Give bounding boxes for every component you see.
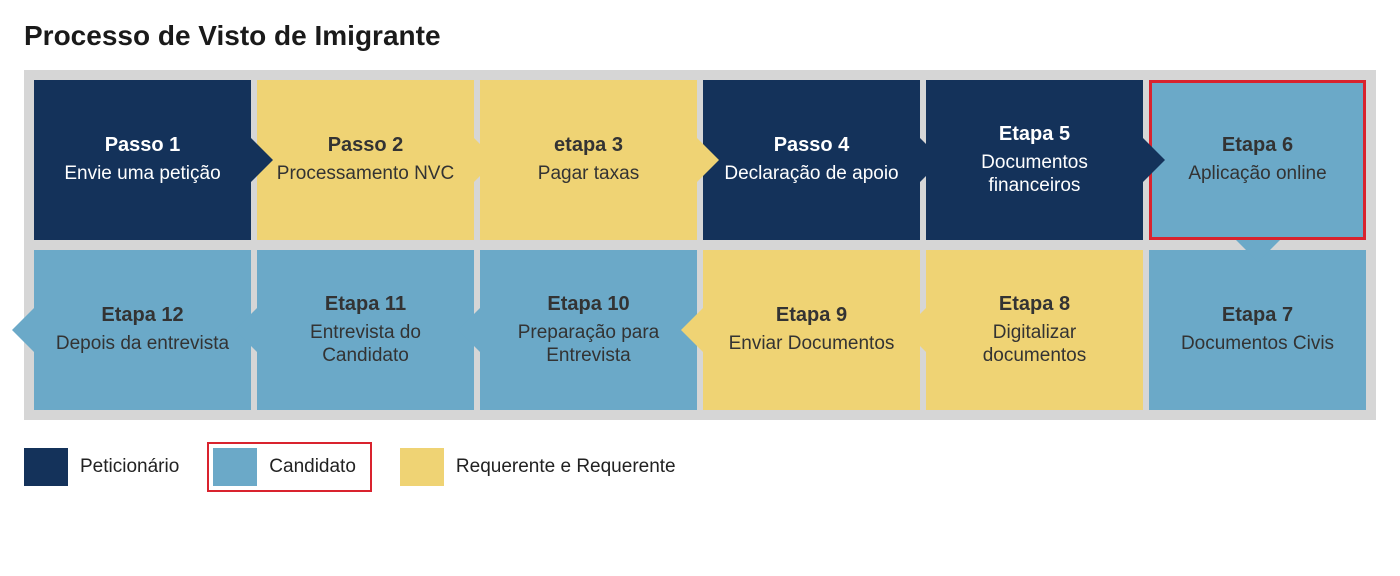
process-step[interactable]: Etapa 7 Documentos Civis [1149, 250, 1366, 410]
step-label: Passo 1 [105, 134, 181, 157]
legend-label: Peticionário [80, 456, 179, 478]
step-description: Depois da entrevista [56, 333, 229, 356]
step-description: Preparação para Entrevista [498, 322, 679, 368]
step-description: Pagar taxas [538, 163, 639, 186]
step-label: Etapa 9 [776, 304, 847, 327]
process-step[interactable]: Passo 4 Declaração de apoio [703, 80, 920, 240]
legend-swatch [24, 448, 68, 486]
step-label: Etapa 11 [325, 293, 406, 316]
process-step[interactable]: Etapa 6 Aplicação online [1149, 80, 1366, 240]
step-label: Etapa 12 [101, 304, 183, 327]
process-row-1: Passo 1 Envie uma petição Passo 2 Processam… [34, 80, 1366, 240]
legend-label: Requerente e Requerente [456, 456, 676, 478]
step-label: Etapa 7 [1222, 304, 1293, 327]
process-step[interactable]: Etapa 12 Depois da entrevista [34, 250, 251, 410]
step-description: Aplicação online [1188, 163, 1326, 186]
process-step[interactable]: Passo 2 Processamento NVC [257, 80, 474, 240]
step-label: Passo 2 [328, 134, 404, 157]
process-step[interactable]: Etapa 5 Documentos financeiros [926, 80, 1143, 240]
step-label: Etapa 5 [999, 123, 1070, 146]
step-description: Entrevista do Candidato [275, 322, 456, 368]
step-description: Envie uma petição [64, 163, 220, 186]
process-step[interactable]: Etapa 8 Digitalizar documentos [926, 250, 1143, 410]
process-step[interactable]: Passo 1 Envie uma petição [34, 80, 251, 240]
step-description: Digitalizar documentos [944, 322, 1125, 368]
legend: Peticionário Candidato Requerente e Requer… [24, 442, 1376, 492]
page-title: Processo de Visto de Imigrante [24, 20, 1376, 52]
step-description: Enviar Documentos [729, 333, 895, 356]
step-label: Etapa 10 [547, 293, 629, 316]
step-label: etapa 3 [554, 134, 623, 157]
process-row-2: Etapa 12 Depois da entrevista Etapa 11 Entr… [34, 250, 1366, 410]
legend-label: Candidato [269, 456, 356, 478]
legend-swatch [213, 448, 257, 486]
legend-swatch [400, 448, 444, 486]
step-label: Etapa 6 [1222, 134, 1293, 157]
process-step[interactable]: etapa 3 Pagar taxas [480, 80, 697, 240]
process-board: Passo 1 Envie uma petição Passo 2 Processam… [24, 70, 1376, 420]
step-description: Processamento NVC [277, 163, 454, 186]
legend-item: Peticionário [24, 448, 179, 486]
process-step[interactable]: Etapa 11 Entrevista do Candidato [257, 250, 474, 410]
process-step[interactable]: Etapa 10 Preparação para Entrevista [480, 250, 697, 410]
legend-item: Candidato [207, 442, 372, 492]
step-description: Documentos Civis [1181, 333, 1334, 356]
step-label: Passo 4 [774, 134, 850, 157]
legend-item: Requerente e Requerente [400, 448, 676, 486]
step-label: Etapa 8 [999, 293, 1070, 316]
step-description: Documentos financeiros [944, 152, 1125, 198]
step-description: Declaração de apoio [724, 163, 898, 186]
process-step[interactable]: Etapa 9 Enviar Documentos [703, 250, 920, 410]
